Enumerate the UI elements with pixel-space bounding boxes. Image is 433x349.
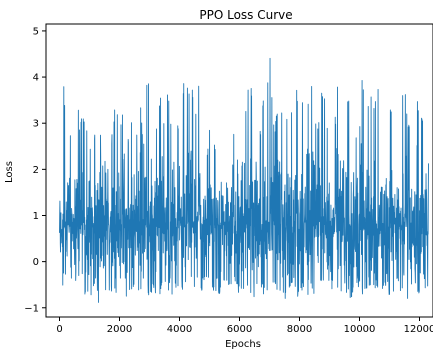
y-axis-label: Loss bbox=[4, 161, 15, 183]
x-tick-label: 4000 bbox=[167, 324, 192, 335]
y-tick-label: 4 bbox=[33, 73, 39, 84]
y-tick-label: 5 bbox=[33, 26, 39, 37]
x-tick-label: 8000 bbox=[287, 324, 312, 335]
y-tick-label: 1 bbox=[33, 211, 39, 222]
x-tick-label: 0 bbox=[56, 324, 62, 335]
plot-area bbox=[45, 23, 433, 318]
chart-title: PPO Loss Curve bbox=[199, 8, 292, 22]
loss-series-layer bbox=[59, 57, 429, 303]
loss-line bbox=[59, 57, 429, 303]
y-axis: −1 0 1 2 3 4 5 bbox=[24, 26, 46, 314]
x-tick-label: 10000 bbox=[344, 324, 376, 335]
y-tick-label: 0 bbox=[33, 257, 39, 268]
x-tick-label: 12000 bbox=[404, 324, 433, 335]
x-axis-label: Epochs bbox=[225, 339, 261, 349]
y-tick-label: 3 bbox=[33, 119, 39, 130]
y-tick-label: −1 bbox=[24, 303, 39, 314]
x-tick-label: 2000 bbox=[107, 324, 132, 335]
x-tick-label: 6000 bbox=[227, 324, 252, 335]
y-tick-label: 2 bbox=[33, 165, 39, 176]
x-axis: 0 2000 4000 6000 8000 10000 12000 bbox=[56, 317, 433, 335]
